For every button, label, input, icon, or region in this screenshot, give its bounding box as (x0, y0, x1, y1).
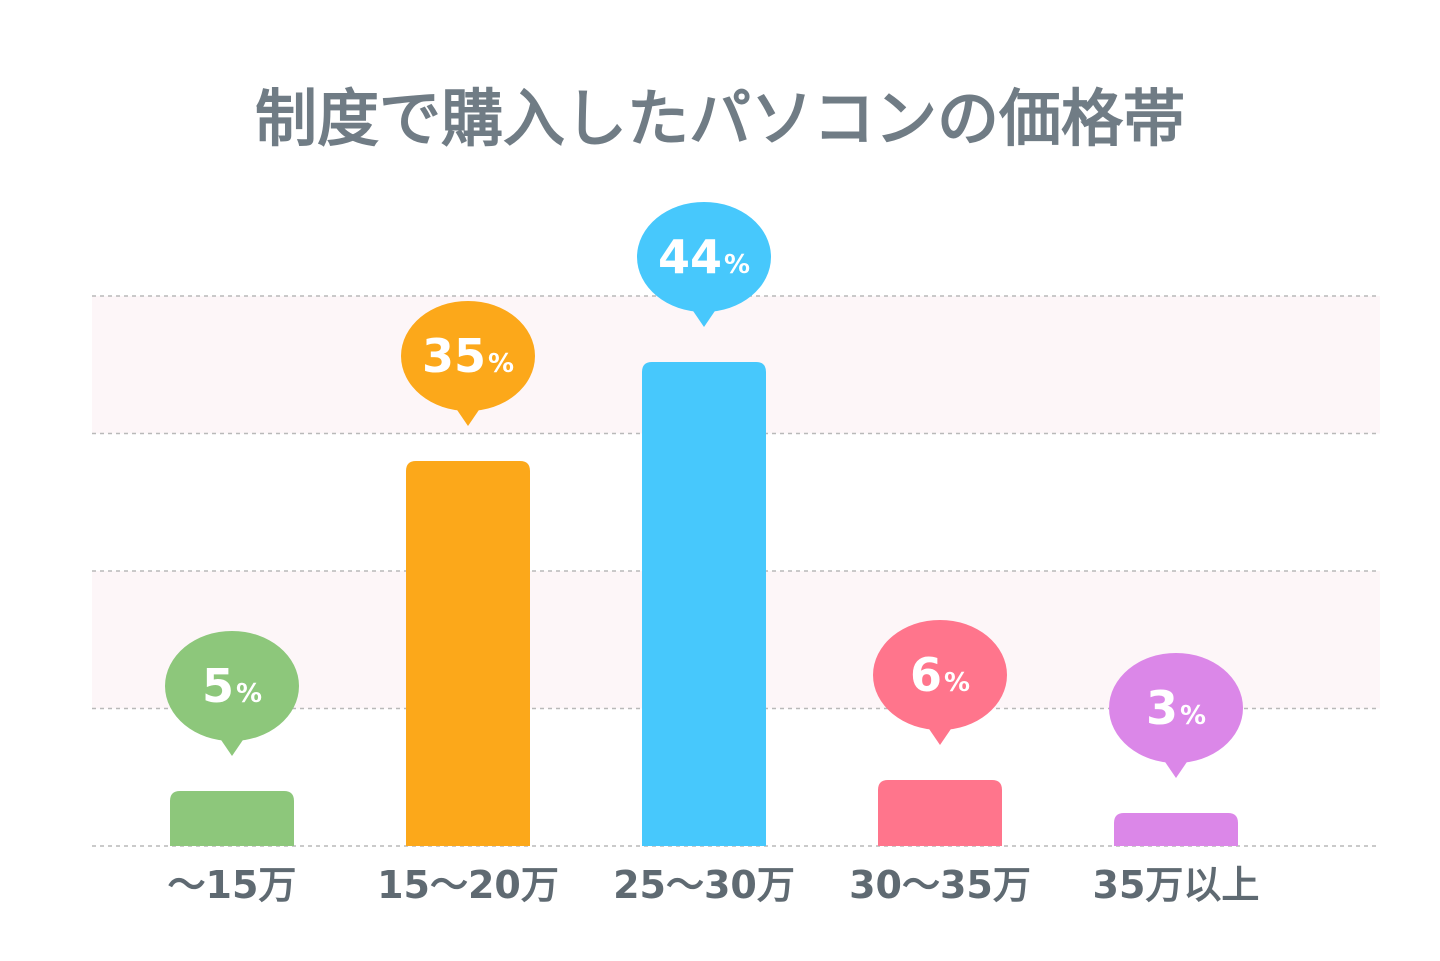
data-label: 44% (658, 230, 750, 284)
value-bubble: 6% (873, 620, 1007, 745)
bar (406, 461, 530, 846)
value-bubble: 3% (1109, 653, 1243, 778)
value-bubble: 5% (165, 631, 299, 756)
data-label: 6% (910, 648, 970, 702)
bubble-body (637, 202, 771, 312)
category-label: 〜15万 (168, 863, 297, 907)
bubble-body (873, 620, 1007, 730)
bubble-tail (925, 723, 955, 745)
bar (170, 791, 294, 846)
value-bubbles: 5%35%44%6% 3% (165, 202, 1243, 778)
data-label-unit: % (1180, 701, 1206, 731)
bubble-tail (1161, 756, 1191, 778)
data-label: 5% (202, 659, 262, 713)
category-labels: 〜15万 15〜20万 25〜30万 30〜35万 35万以上 (168, 863, 1260, 907)
bubble-body (401, 301, 535, 411)
data-label-value: 44 (658, 230, 722, 284)
bubble-body (165, 631, 299, 741)
data-label-value: 5 (202, 659, 234, 713)
data-label: 35% (422, 329, 514, 383)
bubble-tail (453, 404, 483, 426)
data-label-value: 6 (910, 648, 942, 702)
category-label: 25〜30万 (613, 863, 795, 907)
data-label-value: 35 (422, 329, 486, 383)
category-label: 15〜20万 (377, 863, 559, 907)
data-label-unit: % (488, 349, 514, 379)
category-label: 35万以上 (1093, 863, 1260, 907)
data-label-value: 3 (1146, 681, 1178, 735)
bar (878, 780, 1002, 846)
data-label-unit: % (944, 668, 970, 698)
bar (1114, 813, 1238, 846)
value-bubble: 35% (401, 301, 535, 426)
bar (642, 362, 766, 846)
category-label: 30〜35万 (849, 863, 1031, 907)
data-label-unit: % (724, 250, 750, 280)
bars (170, 362, 1238, 846)
bubble-tail (217, 734, 247, 756)
bubble-tail (689, 305, 719, 327)
data-label-unit: % (236, 679, 262, 709)
value-bubble: 44% (637, 202, 771, 327)
chart-title: 制度で購入したパソコンの価格帯 (255, 82, 1185, 155)
bubble-body (1109, 653, 1243, 763)
data-label: 3% (1146, 681, 1206, 735)
